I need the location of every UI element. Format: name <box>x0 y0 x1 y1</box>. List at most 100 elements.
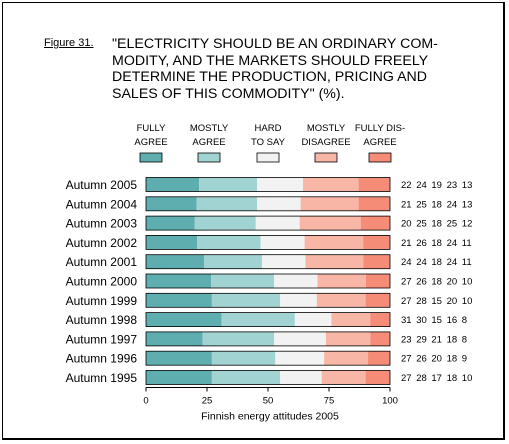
bar-segment-autumn-2002-0 <box>146 235 198 250</box>
data-label: 21 <box>401 238 412 249</box>
data-label: 26 <box>416 354 427 365</box>
category-label: Autumn 1996 <box>66 352 138 366</box>
bar-segment-autumn-1996-2 <box>275 351 325 366</box>
bar-segment-autumn-2005-1 <box>199 177 258 192</box>
data-label: 18 <box>431 238 442 249</box>
bar-segment-autumn-2005-2 <box>257 177 304 192</box>
legend-label: HARD <box>255 123 282 134</box>
bar-outline <box>145 177 391 192</box>
data-label: 27 <box>401 296 412 307</box>
legend-label: FULLY <box>137 123 167 134</box>
data-label: 23 <box>447 180 458 191</box>
bar-outline <box>145 234 391 250</box>
data-label: 28 <box>416 296 427 307</box>
bar-segment-autumn-2001-1 <box>203 254 262 269</box>
category-label: Autumn 2003 <box>66 217 138 231</box>
figure-title: "ELECTRICITY SHOULD BE AN ORDINARY COM- … <box>112 36 438 102</box>
bar-segment-autumn-1995-4 <box>365 370 390 385</box>
legend-label: AGREE <box>192 137 225 148</box>
data-label: 13 <box>462 199 473 210</box>
legend-swatch <box>139 152 163 163</box>
bar-segment-autumn-2004-4 <box>358 196 390 211</box>
bar-outline <box>145 292 391 308</box>
data-label: 19 <box>431 180 442 191</box>
bar-segment-autumn-1995-2 <box>280 370 322 385</box>
x-tick-label: 0 <box>143 396 148 407</box>
bar-segment-autumn-2001-4 <box>363 254 390 269</box>
legend-swatch <box>256 152 280 163</box>
bar-outline <box>145 350 391 366</box>
data-label: 17 <box>431 373 442 384</box>
legend-swatch <box>368 152 392 163</box>
bar-segment-autumn-2003-0 <box>146 216 195 231</box>
bar-segment-autumn-1995-0 <box>146 370 212 385</box>
bar-segment-autumn-2002-3 <box>304 235 364 250</box>
data-label: 18 <box>447 354 458 365</box>
bar-segment-autumn-2002-2 <box>260 235 305 250</box>
data-label: 23 <box>401 334 412 345</box>
data-label: 18 <box>447 373 458 384</box>
data-label: 11 <box>462 257 472 268</box>
bar-segment-autumn-2004-2 <box>257 196 301 211</box>
data-label: 18 <box>431 277 442 288</box>
data-label: 15 <box>431 315 442 326</box>
bar-segment-autumn-2005-0 <box>146 177 200 192</box>
data-label: 24 <box>447 199 458 210</box>
bar-segment-autumn-1999-1 <box>211 293 281 308</box>
legend-label: TO SAY <box>251 137 286 148</box>
bar-segment-autumn-2004-3 <box>300 196 359 211</box>
data-label: 26 <box>416 277 427 288</box>
bar-segment-autumn-2005-3 <box>303 177 359 192</box>
data-label: 24 <box>416 257 427 268</box>
category-label: Autumn 2004 <box>66 197 138 211</box>
data-label: 10 <box>462 296 473 307</box>
bar-segment-autumn-2000-1 <box>211 274 275 288</box>
bar-segment-autumn-2003-1 <box>194 216 256 231</box>
bar-outline <box>145 331 391 347</box>
x-tick-label: 100 <box>382 396 398 407</box>
bar-segment-autumn-1999-3 <box>316 293 366 308</box>
bar-outline <box>145 370 391 385</box>
legend-label: MOSTLY <box>190 123 229 134</box>
category-label: Autumn 1997 <box>66 332 138 346</box>
bar-segment-autumn-1998-3 <box>331 312 371 327</box>
bar-segment-autumn-1997-4 <box>370 331 390 346</box>
bar-outline <box>145 312 391 328</box>
legend-label: DISAGREE <box>301 137 350 148</box>
data-label: 8 <box>462 334 467 345</box>
bar-segment-autumn-2001-3 <box>305 254 364 269</box>
x-tick-label: 50 <box>263 396 274 407</box>
data-label: 9 <box>462 354 467 365</box>
bar-segment-autumn-1995-3 <box>321 370 366 385</box>
bar-segment-autumn-2004-1 <box>196 196 258 211</box>
bar-segment-autumn-2000-2 <box>274 274 318 288</box>
bar-segment-autumn-1996-1 <box>211 351 276 366</box>
bar-outline <box>145 273 391 289</box>
bar-segment-autumn-1997-3 <box>325 331 371 346</box>
bar-outline <box>145 196 391 212</box>
data-label: 18 <box>431 219 442 230</box>
bar-outline <box>145 254 391 270</box>
category-label: Autumn 2000 <box>66 275 138 289</box>
bar-segment-autumn-2000-0 <box>146 274 212 288</box>
category-label: Autumn 2005 <box>66 178 138 192</box>
bar-segment-autumn-1995-1 <box>211 370 281 385</box>
category-label: Autumn 1995 <box>66 371 138 385</box>
x-tick-label: 25 <box>202 396 213 407</box>
bar-segment-autumn-2000-3 <box>317 274 366 288</box>
bar-segment-autumn-1998-4 <box>370 312 390 327</box>
legend-label: MOSTLY <box>307 123 346 134</box>
bar-segment-autumn-1998-0 <box>146 312 222 327</box>
data-label: 20 <box>447 277 458 288</box>
category-label: Autumn 2001 <box>66 255 138 269</box>
data-label: 24 <box>447 257 458 268</box>
legend-swatch <box>314 152 338 163</box>
data-label: 8 <box>462 315 467 326</box>
bar-segment-autumn-2002-1 <box>197 235 261 250</box>
category-label: Autumn 1999 <box>66 294 138 308</box>
figure-label: Figure 31. <box>44 37 94 49</box>
bar-segment-autumn-2005-4 <box>358 177 390 192</box>
category-label: Autumn 2002 <box>66 236 138 250</box>
data-label: 30 <box>416 315 427 326</box>
